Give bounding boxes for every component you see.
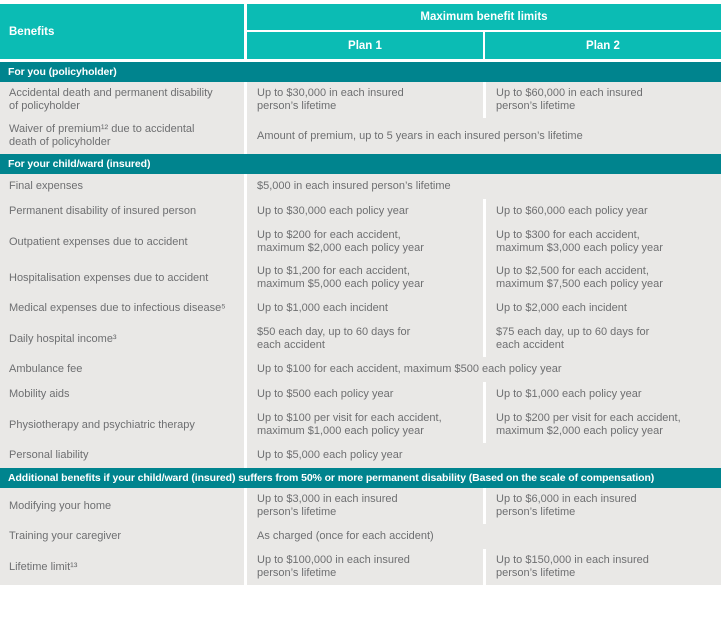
table-row: Mobility aids Up to $500 each policy year… (0, 382, 721, 407)
benefit-value-plan1: Up to $100 per visit for each accident, … (247, 407, 483, 443)
benefit-value-plan2: $75 each day, up to 60 days for each acc… (486, 321, 721, 357)
table-row: Final expenses $5,000 in each insured per… (0, 174, 721, 199)
benefit-name: Final expenses (0, 174, 244, 199)
benefit-name: Daily hospital income³ (0, 321, 244, 357)
benefit-value-plan2: Up to $200 per visit for each accident, … (486, 407, 721, 443)
benefit-name: Ambulance fee (0, 357, 244, 382)
table-row: Daily hospital income³ $50 each day, up t… (0, 321, 721, 357)
benefit-name: Medical expenses due to infectious disea… (0, 296, 244, 321)
benefit-name: Permanent disability of insured person (0, 199, 244, 224)
benefit-value-both-plans: Amount of premium, up to 5 years in each… (247, 118, 721, 154)
table-row: Outpatient expenses due to accident Up to… (0, 224, 721, 260)
table-row: Lifetime limit¹³ Up to $100,000 in each i… (0, 549, 721, 585)
plan-headers-group: Maximum benefit limits Plan 1 Plan 2 (247, 4, 721, 59)
benefit-value-plan2: Up to $60,000 in each insured person’s l… (486, 82, 721, 118)
benefit-value-plan1: Up to $500 each policy year (247, 382, 483, 407)
table-header: Benefits Maximum benefit limits Plan 1 P… (0, 4, 721, 59)
benefit-name: Hospitalisation expenses due to accident (0, 260, 244, 296)
benefit-name: Lifetime limit¹³ (0, 549, 244, 585)
benefit-name: Modifying your home (0, 488, 244, 524)
benefit-value-plan2: Up to $150,000 in each insured person’s … (486, 549, 721, 585)
benefit-value-plan1: Up to $1,200 for each accident, maximum … (247, 260, 483, 296)
plan1-column-header: Plan 1 (247, 32, 483, 59)
plan-columns-row: Plan 1 Plan 2 (247, 32, 721, 59)
benefit-value-plan1: Up to $30,000 each policy year (247, 199, 483, 224)
table-row: Training your caregiver As charged (once … (0, 524, 721, 549)
table-row: Modifying your home Up to $3,000 in each … (0, 488, 721, 524)
benefit-value-plan1: Up to $200 for each accident, maximum $2… (247, 224, 483, 260)
benefits-table: Benefits Maximum benefit limits Plan 1 P… (0, 4, 721, 585)
benefit-value-both-plans: As charged (once for each accident) (247, 524, 721, 549)
section-header: For you (policyholder) (0, 62, 721, 82)
benefit-value-plan1: Up to $1,000 each incident (247, 296, 483, 321)
benefit-value-plan1: Up to $100,000 in each insured person’s … (247, 549, 483, 585)
table-row: Medical expenses due to infectious disea… (0, 296, 721, 321)
table-row: Waiver of premium¹² due to accidental de… (0, 118, 721, 154)
benefit-name: Training your caregiver (0, 524, 244, 549)
plan2-column-header: Plan 2 (485, 32, 721, 59)
benefit-value-plan1: Up to $3,000 in each insured person’s li… (247, 488, 483, 524)
benefits-column-header: Benefits (0, 4, 244, 59)
benefit-value-plan2: Up to $1,000 each policy year (486, 382, 721, 407)
table-row: Hospitalisation expenses due to accident… (0, 260, 721, 296)
benefit-value-plan1: Up to $30,000 in each insured person’s l… (247, 82, 483, 118)
benefit-name: Mobility aids (0, 382, 244, 407)
section-header: Additional benefits if your child/ward (… (0, 468, 721, 488)
benefit-name: Accidental death and permanent disabilit… (0, 82, 244, 118)
table-row: Permanent disability of insured person Up… (0, 199, 721, 224)
benefit-name: Waiver of premium¹² due to accidental de… (0, 118, 244, 154)
max-benefit-limits-header: Maximum benefit limits (247, 4, 721, 30)
table-row: Ambulance fee Up to $100 for each acciden… (0, 357, 721, 382)
table-row: Accidental death and permanent disabilit… (0, 82, 721, 118)
table-body: For you (policyholder) Accidental death a… (0, 62, 721, 585)
benefit-value-plan2: Up to $6,000 in each insured person’s li… (486, 488, 721, 524)
section-header: For your child/ward (insured) (0, 154, 721, 174)
table-row: Personal liability Up to $5,000 each poli… (0, 443, 721, 468)
benefit-value-both-plans: $5,000 in each insured person’s lifetime (247, 174, 721, 199)
benefit-value-plan2: Up to $60,000 each policy year (486, 199, 721, 224)
benefit-value-both-plans: Up to $5,000 each policy year (247, 443, 721, 468)
benefit-value-plan2: Up to $2,500 for each accident, maximum … (486, 260, 721, 296)
table-row: Physiotherapy and psychiatric therapy Up … (0, 407, 721, 443)
benefit-value-plan2: Up to $300 for each accident, maximum $3… (486, 224, 721, 260)
benefit-value-plan1: $50 each day, up to 60 days for each acc… (247, 321, 483, 357)
benefit-name: Personal liability (0, 443, 244, 468)
benefit-name: Outpatient expenses due to accident (0, 224, 244, 260)
benefit-value-both-plans: Up to $100 for each accident, maximum $5… (247, 357, 721, 382)
benefit-name: Physiotherapy and psychiatric therapy (0, 407, 244, 443)
benefit-value-plan2: Up to $2,000 each incident (486, 296, 721, 321)
